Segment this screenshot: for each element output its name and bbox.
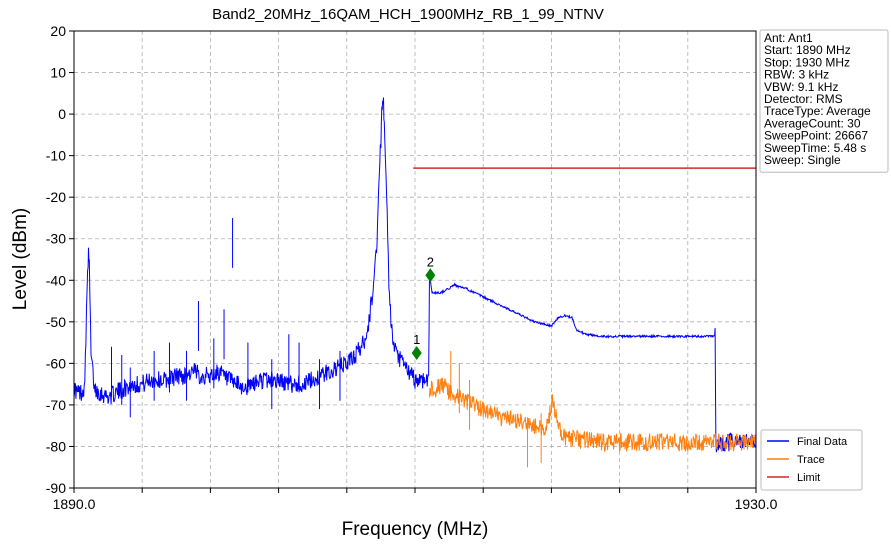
marker-2 bbox=[425, 268, 436, 283]
info-line: Ant: Ant1 bbox=[764, 31, 813, 45]
y-tick-label: -80 bbox=[46, 438, 66, 454]
y-tick-label: -30 bbox=[46, 231, 66, 247]
series-final-data bbox=[73, 97, 757, 453]
info-line: Detector: RMS bbox=[764, 92, 843, 106]
info-line: Sweep: Single bbox=[764, 153, 841, 167]
legend-entry: Limit bbox=[797, 472, 820, 484]
y-tick-label: 0 bbox=[58, 106, 66, 122]
y-tick-label: -10 bbox=[46, 148, 66, 164]
x-tick-label: 1930.0 bbox=[735, 496, 778, 512]
series-line-trace bbox=[429, 377, 757, 453]
x-tick-label: 1890.0 bbox=[53, 496, 96, 512]
info-line: Start: 1890 MHz bbox=[764, 43, 851, 57]
markers: 12 bbox=[411, 254, 436, 360]
info-line: VBW: 9.1 kHz bbox=[764, 80, 838, 94]
info-line: SweepTime: 5.48 s bbox=[764, 141, 866, 155]
y-tick-label: -60 bbox=[46, 355, 66, 371]
series-line-final-data bbox=[73, 97, 757, 453]
y-tick-label: -50 bbox=[46, 314, 66, 330]
info-line: TraceType: Average bbox=[764, 104, 871, 118]
info-line: AverageCount: 30 bbox=[764, 116, 861, 130]
x-axis-label: Frequency (MHz) bbox=[342, 519, 489, 540]
grid bbox=[73, 30, 757, 489]
marker-label-1: 1 bbox=[413, 332, 420, 347]
marker-1 bbox=[411, 345, 422, 360]
y-tick-label: 10 bbox=[50, 65, 66, 81]
marker-label-2: 2 bbox=[427, 254, 434, 269]
y-tick-label: -20 bbox=[46, 189, 66, 205]
legend: Final Data Trace Limit bbox=[760, 429, 863, 491]
y-tick-label: -90 bbox=[46, 480, 66, 496]
info-line: Stop: 1930 MHz bbox=[764, 55, 850, 69]
info-line: RBW: 3 kHz bbox=[764, 68, 829, 82]
legend-entry: Final Data bbox=[797, 436, 848, 448]
series-trace bbox=[429, 350, 757, 468]
y-tick-label: 20 bbox=[50, 23, 66, 39]
series-layer bbox=[73, 97, 757, 468]
y-tick-label: -70 bbox=[46, 397, 66, 413]
info-line: SweepPoint: 26667 bbox=[764, 129, 868, 143]
legend-entry: Trace bbox=[797, 454, 825, 466]
legend-frame bbox=[760, 429, 863, 491]
chart-title: Band2_20MHz_16QAM_HCH_1900MHz_RB_1_99_NT… bbox=[212, 6, 604, 23]
y-axis-label: Level (dBm) bbox=[10, 208, 31, 310]
info-box-frame bbox=[759, 29, 889, 173]
y-tick-label: -40 bbox=[46, 272, 66, 288]
